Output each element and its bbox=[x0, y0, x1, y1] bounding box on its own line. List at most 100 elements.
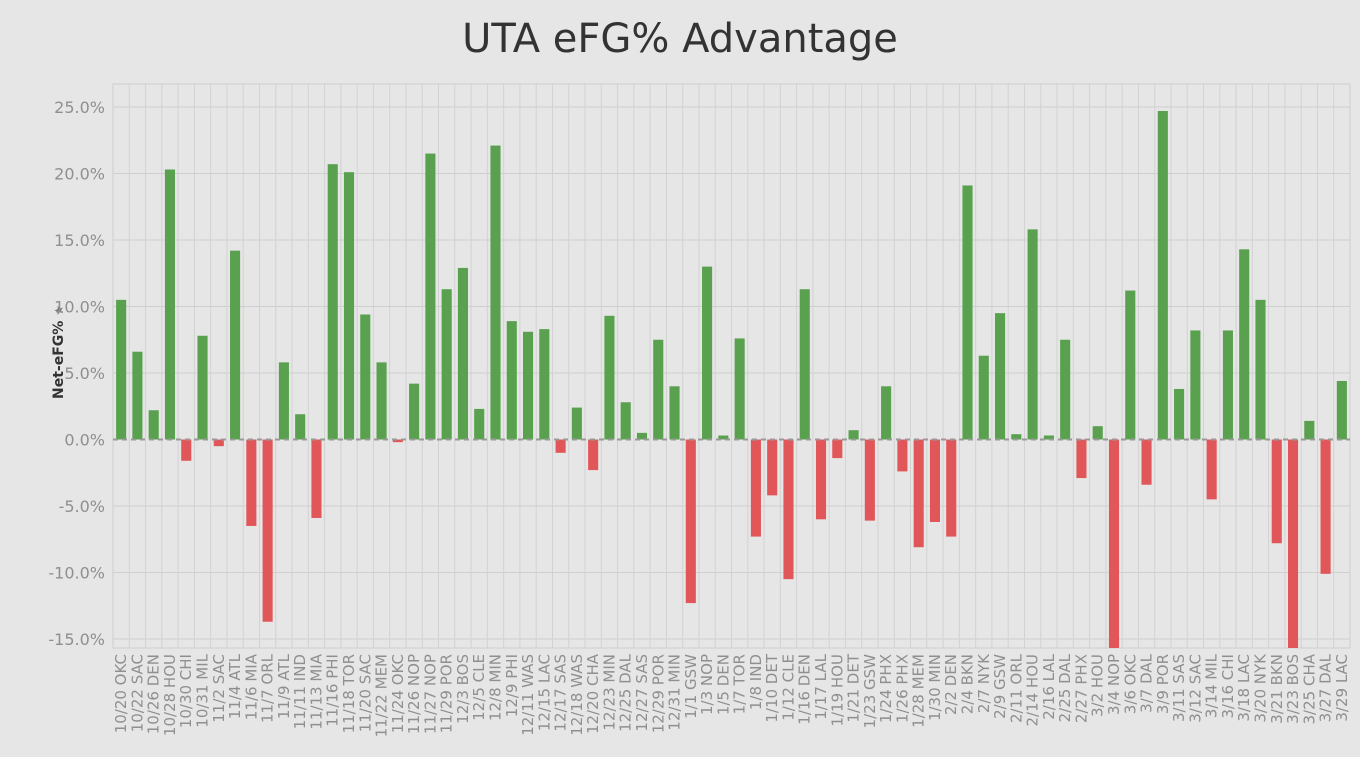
x-tick-label: 11/7 ORL bbox=[259, 653, 277, 723]
bar-1-30-min[interactable]: 1/30 MIN: -6.2% bbox=[929, 439, 940, 522]
x-tick-label: 1/10 DET bbox=[763, 653, 781, 722]
bar-3-20-nyk[interactable]: 3/20 NYK: 10.5% bbox=[1255, 299, 1266, 440]
bar-3-18-lac[interactable]: 3/18 LAC: 14.3% bbox=[1239, 249, 1250, 440]
x-tick-label: 12/23 MIN bbox=[600, 654, 618, 731]
bar-3-6-okc[interactable]: 3/6 OKC: 11.2% bbox=[1125, 290, 1136, 440]
bar-12-29-por[interactable]: 12/29 POR: 7.5% bbox=[653, 339, 664, 440]
bar-1-21-det[interactable]: 1/21 DET: 0.7% bbox=[848, 430, 859, 440]
x-tick-label: 3/14 MIL bbox=[1203, 653, 1221, 718]
bar-1-7-tor[interactable]: 1/7 TOR: 7.6% bbox=[734, 338, 745, 440]
bar-3-25-cha[interactable]: 3/25 CHA: 1.4% bbox=[1304, 420, 1315, 440]
bar-2-11-orl[interactable]: 2/11 ORL: 0.4% bbox=[1011, 434, 1022, 440]
bar-1-23-gsw[interactable]: 1/23 GSW: -6.1% bbox=[864, 439, 875, 521]
x-tick-label: 2/9 GSW bbox=[991, 654, 1009, 719]
bar-12-11-was[interactable]: 12/11 WAS: 8.1% bbox=[523, 331, 534, 440]
bar-1-19-hou[interactable]: 1/19 HOU: -1.4% bbox=[832, 439, 843, 459]
bar-11-4-atl[interactable]: 11/4 ATL: 14.2% bbox=[230, 250, 241, 440]
chart-title: UTA eFG% Advantage bbox=[462, 16, 898, 62]
x-tick-label: 2/16 LAL bbox=[1040, 653, 1058, 719]
bar-3-12-sac[interactable]: 3/12 SAC: 8.2% bbox=[1190, 330, 1201, 440]
bar-3-29-lac[interactable]: 3/29 LAC: 4.4% bbox=[1336, 380, 1347, 440]
x-tick-label: 2/7 NYK bbox=[975, 653, 993, 713]
x-tick-label: 2/2 DEN bbox=[942, 654, 960, 715]
bar-12-23-min[interactable]: 12/23 MIN: 9.3% bbox=[604, 315, 615, 440]
x-tick-label: 1/12 CLE bbox=[779, 654, 797, 721]
bar-12-9-phi[interactable]: 12/9 PHI: 8.9% bbox=[506, 321, 517, 440]
bar-11-24-okc[interactable]: 11/24 OKC: -0.2% bbox=[392, 439, 403, 443]
bar-1-16-den[interactable]: 1/16 DEN: 11.3% bbox=[799, 289, 810, 440]
bar-3-16-chi[interactable]: 3/16 CHI: 8.2% bbox=[1222, 330, 1233, 440]
x-tick-label: 10/26 DEN bbox=[145, 654, 163, 734]
grid-lines bbox=[112, 83, 1351, 649]
bar-3-14-mil[interactable]: 3/14 MIL: -4.5% bbox=[1206, 439, 1217, 500]
x-tick-label: 2/4 BKN bbox=[959, 654, 977, 714]
bar-2-7-nyk[interactable]: 2/7 NYK: 6.3% bbox=[978, 355, 989, 440]
bar-2-16-lal[interactable]: 2/16 LAL: 0.3% bbox=[1043, 435, 1054, 440]
bar-2-27-phx[interactable]: 2/27 PHX: -2.9% bbox=[1076, 439, 1087, 479]
bar-12-27-sas[interactable]: 12/27 SAS: 0.5% bbox=[636, 432, 648, 440]
bar-12-18-was[interactable]: 12/18 WAS: 2.4% bbox=[571, 407, 582, 440]
bar-2-4-bkn[interactable]: 2/4 BKN: 19.1% bbox=[962, 185, 973, 440]
bar-11-16-phi[interactable]: 11/16 PHI: 20.7% bbox=[327, 164, 338, 440]
bar-11-9-atl[interactable]: 11/9 ATL: 5.8% bbox=[278, 362, 289, 440]
bar-3-4-nop[interactable]: 3/4 NOP: -15.7% bbox=[1108, 439, 1120, 649]
x-tick-label: 11/13 MIA bbox=[307, 653, 325, 729]
bar-1-1-gsw[interactable]: 1/1 GSW: -12.3% bbox=[685, 439, 696, 604]
bar-11-2-sac[interactable]: 11/2 SAC: -0.5% bbox=[213, 439, 224, 447]
bar-11-29-por[interactable]: 11/29 POR: 11.3% bbox=[441, 289, 452, 440]
bar-11-7-orl[interactable]: 11/7 ORL: -13.7% bbox=[262, 439, 273, 622]
bar-12-5-cle[interactable]: 12/5 CLE: 2.3% bbox=[474, 408, 485, 440]
bar-3-9-por[interactable]: 3/9 POR: 24.7% bbox=[1157, 110, 1168, 440]
bar-1-3-nop[interactable]: 1/3 NOP: 13.0% bbox=[702, 266, 713, 440]
bar-12-20-cha[interactable]: 12/20 CHA: -2.3% bbox=[588, 439, 599, 471]
bar-11-6-mia[interactable]: 11/6 MIA: -6.5% bbox=[246, 439, 257, 526]
bar-11-11-ind[interactable]: 11/11 IND: 1.9% bbox=[295, 414, 306, 440]
bar-3-2-hou[interactable]: 3/2 HOU: 1.0% bbox=[1092, 426, 1103, 440]
bar-2-25-dal[interactable]: 2/25 DAL: 7.5% bbox=[1060, 339, 1071, 440]
bar-1-28-mem[interactable]: 1/28 MEM: -8.1% bbox=[913, 439, 924, 548]
bar-10-22-sac[interactable]: 10/22 SAC: 6.6% bbox=[132, 351, 143, 440]
bar-10-20-okc[interactable]: 10/20 OKC: 10.5% bbox=[116, 299, 127, 440]
bar-10-30-chi[interactable]: 10/30 CHI: -1.6% bbox=[181, 439, 192, 461]
bar-1-10-det[interactable]: 1/10 DET: -4.2% bbox=[767, 439, 778, 496]
bar-2-14-hou[interactable]: 2/14 HOU: 15.8% bbox=[1027, 229, 1038, 440]
x-tick-label: 11/6 MIA bbox=[242, 653, 260, 720]
x-tick-label: 1/8 IND bbox=[747, 654, 765, 710]
x-tick-label: 10/28 HOU bbox=[161, 654, 179, 736]
bar-1-17-lal[interactable]: 1/17 LAL: -6.0% bbox=[815, 439, 827, 520]
bar-11-26-nop[interactable]: 11/26 NOP: 4.2% bbox=[409, 383, 420, 440]
bar-1-24-phx[interactable]: 1/24 PHX: 4.0% bbox=[881, 386, 892, 440]
x-tick-label: 10/31 MIL bbox=[194, 653, 212, 727]
bar-11-20-sac[interactable]: 11/20 SAC: 9.4% bbox=[360, 314, 371, 440]
bar-12-8-min[interactable]: 12/8 MIN: 22.1% bbox=[490, 145, 501, 440]
bar-1-26-phx[interactable]: 1/26 PHX: -2.4% bbox=[897, 439, 908, 472]
bar-10-31-mil[interactable]: 10/31 MIL: 7.8% bbox=[197, 335, 208, 440]
x-tick-label: 1/5 DEN bbox=[714, 654, 732, 715]
x-tick-label: 12/25 DAL bbox=[617, 653, 635, 732]
bar-3-23-bos[interactable]: 3/23 BOS: -15.7% bbox=[1287, 439, 1299, 649]
x-tick-label: 12/20 CHA bbox=[584, 653, 602, 734]
bar-12-3-bos[interactable]: 12/3 BOS: 12.9% bbox=[457, 267, 468, 440]
bar-3-27-dal[interactable]: 3/27 DAL: -10.1% bbox=[1320, 439, 1331, 574]
bar-3-11-sas[interactable]: 3/11 SAS: 3.8% bbox=[1174, 388, 1185, 440]
x-tick-label: 3/20 NYK bbox=[1251, 653, 1269, 723]
y-tick-label: 20.0% bbox=[54, 165, 105, 184]
bar-12-17-sas[interactable]: 12/17 SAS: -1.0% bbox=[555, 439, 566, 453]
bar-12-25-dal[interactable]: 12/25 DAL: 2.8% bbox=[620, 402, 631, 440]
bar-1-5-den[interactable]: 1/5 DEN: 0.3% bbox=[718, 435, 729, 440]
bar-10-28-hou[interactable]: 10/28 HOU: 20.3% bbox=[164, 169, 176, 440]
bar-1-12-cle[interactable]: 1/12 CLE: -10.5% bbox=[783, 439, 794, 580]
bar-3-21-bkn[interactable]: 3/21 BKN: -7.8% bbox=[1271, 439, 1282, 544]
bar-2-9-gsw[interactable]: 2/9 GSW: 9.5% bbox=[995, 313, 1006, 440]
bar-11-27-nop[interactable]: 11/27 NOP: 21.5% bbox=[425, 153, 436, 440]
bar-10-26-den[interactable]: 10/26 DEN: 2.2% bbox=[148, 410, 159, 440]
bar-3-7-dal[interactable]: 3/7 DAL: -3.4% bbox=[1141, 439, 1152, 485]
bar-12-31-min[interactable]: 12/31 MIN: 4.0% bbox=[669, 386, 680, 440]
bar-2-2-den[interactable]: 2/2 DEN: -7.3% bbox=[946, 439, 957, 537]
bar-11-18-tor[interactable]: 11/18 TOR: 20.1% bbox=[343, 172, 355, 440]
bar-12-15-lac[interactable]: 12/15 LAC: 8.3% bbox=[539, 329, 550, 440]
x-tick-label: 3/16 CHI bbox=[1219, 654, 1237, 719]
bar-11-22-mem[interactable]: 11/22 MEM: 5.8% bbox=[376, 362, 387, 440]
bar-1-8-ind[interactable]: 1/8 IND: -7.3% bbox=[750, 439, 761, 537]
bar-11-13-mia[interactable]: 11/13 MIA: -5.9% bbox=[311, 439, 322, 518]
